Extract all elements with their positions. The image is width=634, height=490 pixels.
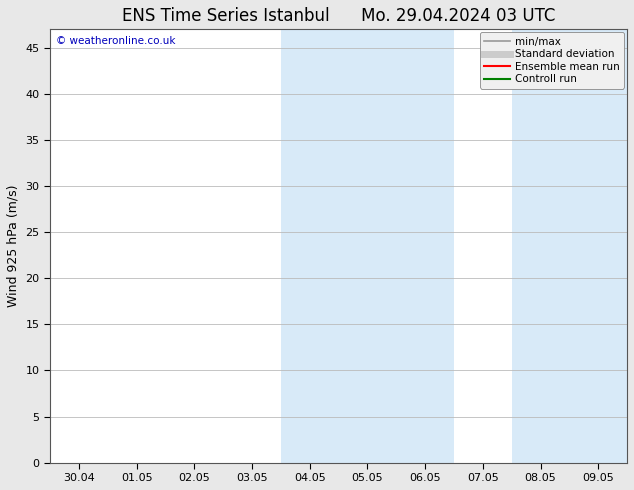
Bar: [281, 29, 339, 463]
Bar: [339, 29, 396, 463]
Y-axis label: Wind 925 hPa (m/s): Wind 925 hPa (m/s): [7, 185, 20, 307]
Legend: min/max, Standard deviation, Ensemble mean run, Controll run: min/max, Standard deviation, Ensemble me…: [479, 32, 624, 89]
Bar: [569, 29, 627, 463]
Title: ENS Time Series Istanbul      Mo. 29.04.2024 03 UTC: ENS Time Series Istanbul Mo. 29.04.2024 …: [122, 7, 555, 25]
Bar: [396, 29, 454, 463]
Text: © weatheronline.co.uk: © weatheronline.co.uk: [56, 36, 176, 46]
Bar: [512, 29, 569, 463]
